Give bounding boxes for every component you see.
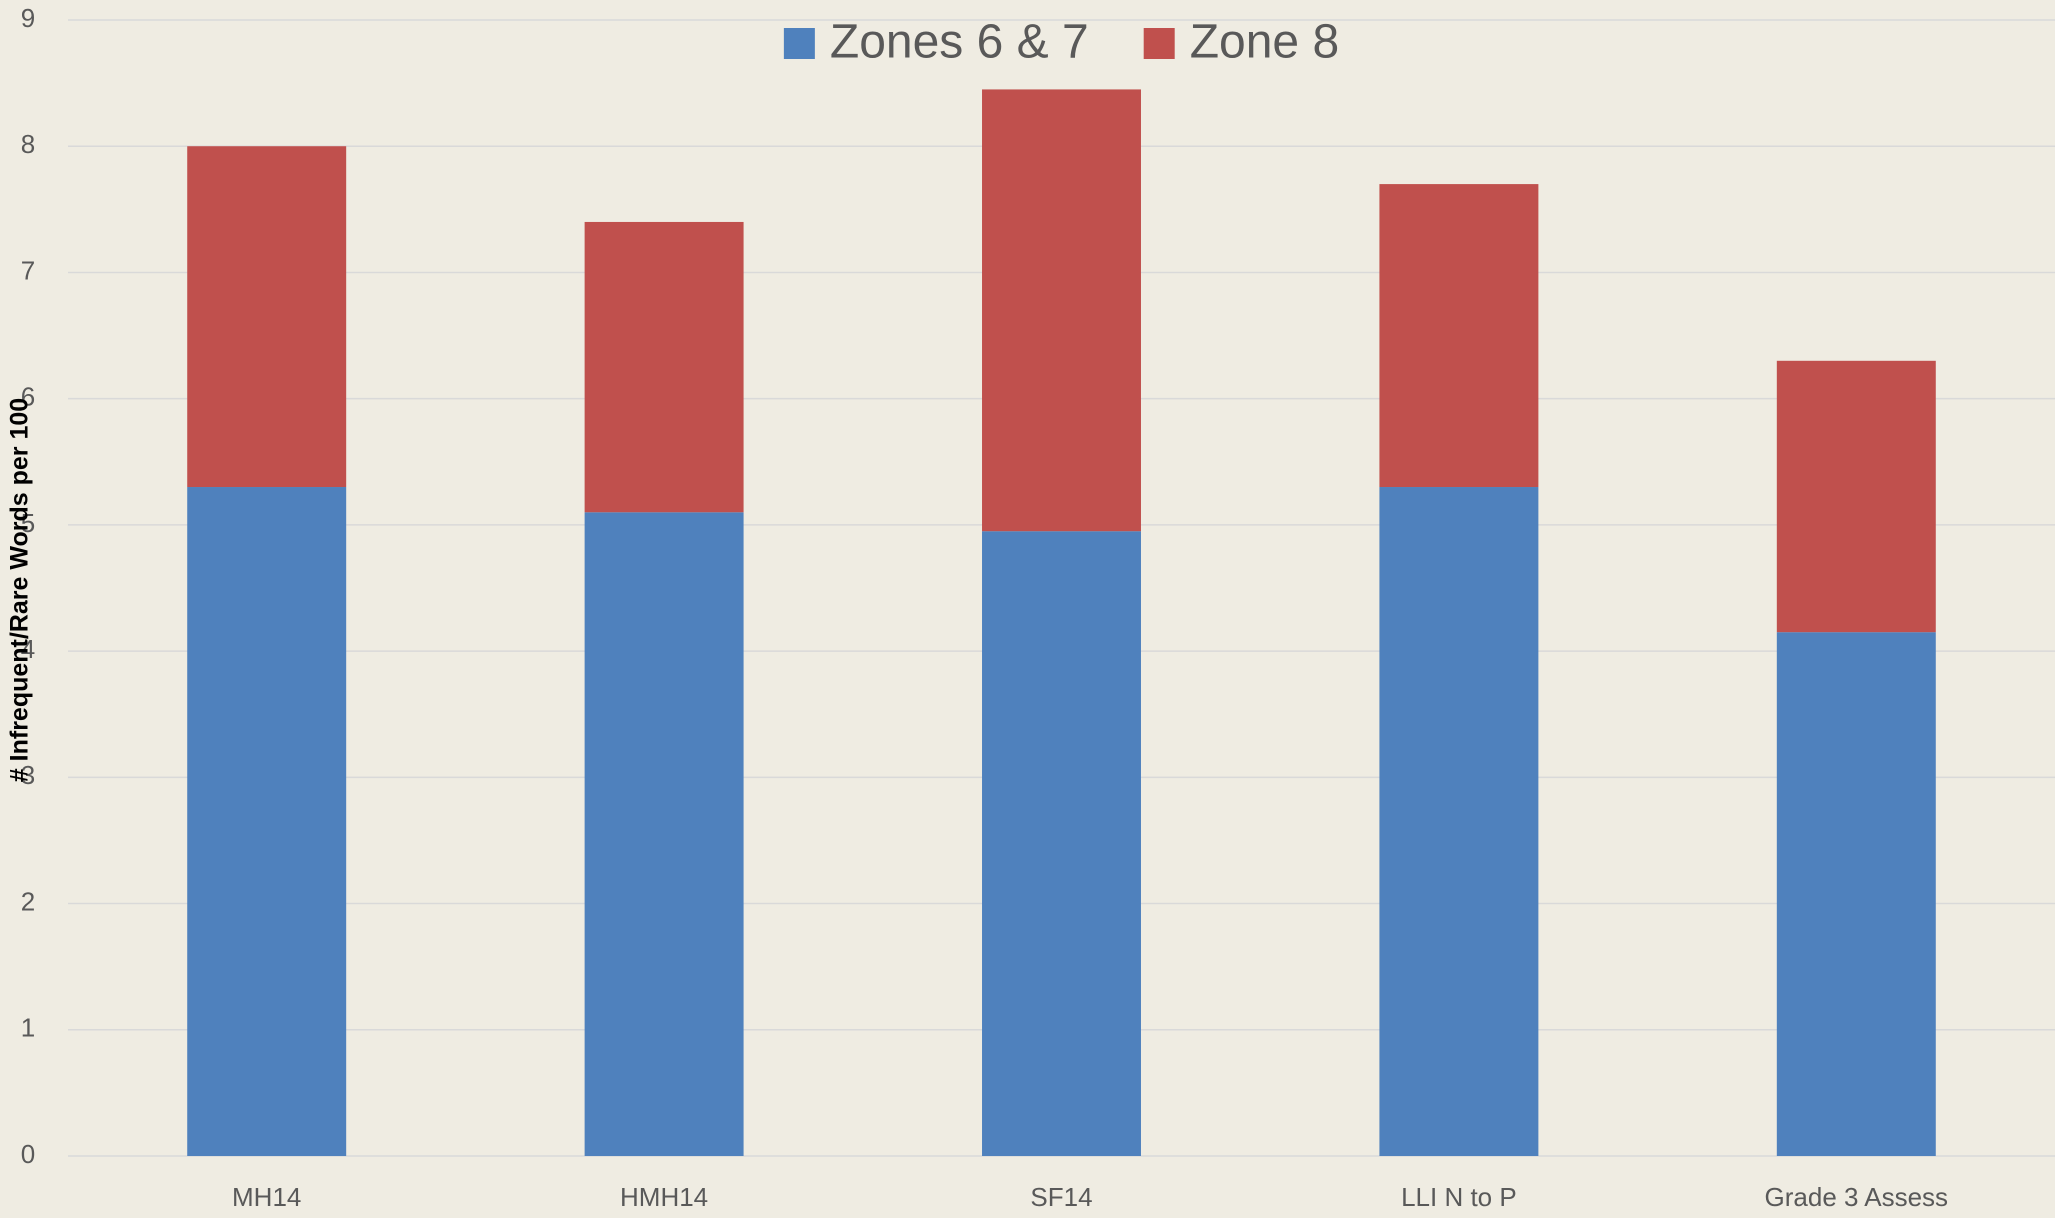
x-tick-label: LLI N to P [1401,1182,1517,1212]
y-tick-label: 2 [21,886,35,916]
bar-segment [1379,487,1539,1156]
bar-segment [1776,360,1936,633]
x-tick-label: HMH14 [620,1182,708,1212]
legend-label: Zones 6 & 7 [830,16,1089,69]
y-tick-label: 8 [21,129,35,159]
legend-swatch [1143,28,1175,59]
y-tick-label: 9 [21,3,35,33]
bar-segment [584,512,744,1156]
bars [187,89,1936,1156]
bar-segment [1379,184,1539,488]
y-tick-label: 1 [21,1013,35,1043]
legend: Zones 6 & 7 Zone 8 [783,16,1339,69]
x-tick-label: SF14 [1030,1182,1092,1212]
y-tick-label: 0 [21,1139,35,1169]
legend-label: Zone 8 [1190,16,1339,69]
bar-segment [584,221,744,513]
x-tick-label: Grade 3 Assess [1765,1182,1949,1212]
y-tick-label: 3 [21,760,35,790]
y-tick-label: 6 [21,382,35,412]
labels: 0 1 2 3 4 5 6 7 8 9 MH14 HMH14 SF14 LLI N to P Grade 3… [21,3,1948,1212]
bar-segment [982,89,1141,532]
y-axis-label: # Infrequent/Rare Words per 100 [6,398,34,782]
x-tick-label: MH14 [232,1182,301,1212]
y-tick-label: 4 [21,634,35,664]
y-tick-label: 7 [21,255,35,285]
y-tick-label: 5 [21,508,35,538]
legend-swatch [783,28,815,59]
bar-segment [982,531,1141,1156]
bar-segment [1776,632,1936,1156]
bar-segment [187,487,347,1156]
bar-segment [187,146,347,488]
